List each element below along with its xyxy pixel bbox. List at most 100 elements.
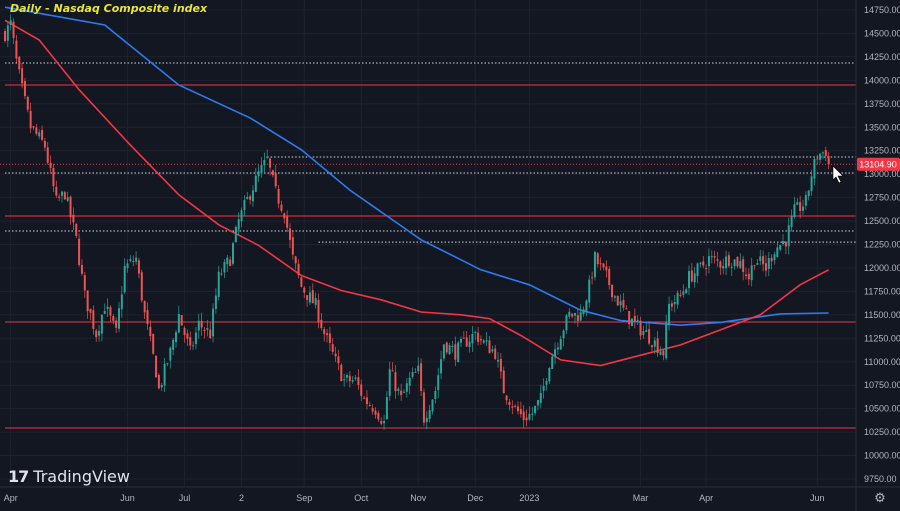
candle-body: [542, 386, 545, 391]
candle-body: [405, 383, 408, 392]
candle-body: [591, 277, 594, 279]
candle: [177, 305, 180, 334]
candle-body: [596, 253, 599, 265]
candle: [736, 256, 739, 269]
candle: [579, 304, 582, 322]
candle: [209, 322, 212, 339]
candle: [633, 308, 636, 329]
candle-body: [197, 320, 200, 331]
candle: [574, 312, 576, 324]
candle-body: [400, 390, 403, 396]
candle-body: [676, 292, 679, 305]
candle-body: [269, 158, 272, 168]
time-tick-label: Jul: [179, 493, 191, 503]
candle: [98, 325, 101, 342]
candle-body: [380, 421, 383, 424]
price-tick-label: 11250.00: [864, 333, 900, 343]
candle: [257, 164, 260, 182]
candle-body: [354, 377, 357, 379]
candle: [274, 164, 277, 189]
tradingview-logo[interactable]: 17 TradingView: [8, 467, 130, 486]
candle-body: [499, 358, 502, 372]
time-tick-label: Dec: [467, 493, 484, 503]
candle-body: [645, 330, 648, 332]
candle-body: [508, 401, 511, 405]
candle-body: [787, 225, 790, 247]
candle-body: [465, 337, 468, 347]
moving-average-line[interactable]: [4, 19, 829, 367]
candle-body: [616, 296, 619, 306]
candle-body: [61, 191, 63, 196]
candle: [75, 223, 78, 238]
candle: [605, 260, 608, 278]
candle-body: [693, 273, 696, 283]
candle-body: [648, 329, 651, 344]
candle-body: [460, 338, 462, 343]
candle-body: [707, 256, 710, 267]
candle-body: [323, 329, 326, 335]
candle: [585, 299, 588, 317]
candle-body: [6, 25, 9, 41]
candle: [505, 395, 508, 405]
chart-title: Daily - Nasdaq Composite index: [10, 2, 208, 15]
candle: [394, 365, 397, 399]
candle: [41, 125, 44, 142]
candle-body: [482, 340, 485, 343]
candle: [468, 334, 471, 353]
candle: [522, 405, 525, 429]
candle: [189, 331, 192, 351]
candle: [739, 253, 742, 269]
candle-body: [271, 170, 274, 176]
candle-body: [650, 345, 653, 348]
candle: [137, 257, 140, 279]
candle-body: [422, 392, 425, 423]
candle: [474, 330, 477, 341]
candle: [485, 331, 488, 347]
candle: [599, 257, 602, 271]
candle-body: [565, 315, 568, 331]
time-tick-label: Jun: [810, 493, 825, 503]
candle-body: [519, 408, 522, 415]
candle-body: [52, 167, 55, 187]
price-tick-label: 13250.00: [864, 146, 900, 156]
candle-body: [408, 377, 411, 386]
candle: [280, 200, 283, 213]
time-axis[interactable]: Apr Jun Jul 2 Sep Oct Nov Dec 2023 Mar Apr Jun: [4, 493, 825, 503]
candle: [66, 191, 69, 203]
candle: [548, 367, 551, 384]
candle: [750, 257, 753, 287]
candle-body: [736, 256, 739, 267]
candle: [454, 336, 457, 367]
candle-body: [249, 196, 252, 200]
candle: [568, 308, 571, 320]
candle-body: [29, 110, 32, 129]
candle-body: [819, 153, 822, 160]
candle-body: [106, 306, 109, 309]
gear-icon[interactable]: ⚙: [874, 490, 886, 505]
candle-body: [479, 339, 482, 341]
time-tick-label: Mar: [633, 493, 649, 503]
candle: [135, 251, 138, 265]
candle: [465, 330, 468, 348]
candle-body: [716, 259, 719, 261]
price-axis[interactable]: 14750.00 14500.00 14250.00 14000.00 13750.00…: [864, 5, 900, 484]
candle-body: [682, 291, 685, 295]
candle-body: [232, 243, 234, 264]
candle-body: [639, 320, 642, 336]
moving-average-line[interactable]: [4, 6, 829, 327]
candle: [197, 313, 200, 339]
candle: [155, 355, 158, 378]
candle: [237, 212, 240, 235]
candle-body: [55, 186, 58, 196]
candle: [514, 404, 517, 409]
candle-body: [397, 388, 400, 391]
candle: [497, 352, 500, 368]
candle-body: [263, 159, 266, 166]
candle-body: [579, 312, 582, 321]
candle-body: [86, 290, 89, 312]
candle-body: [343, 379, 346, 381]
candle: [562, 329, 565, 347]
candle-body: [166, 363, 169, 365]
candle: [719, 260, 722, 275]
